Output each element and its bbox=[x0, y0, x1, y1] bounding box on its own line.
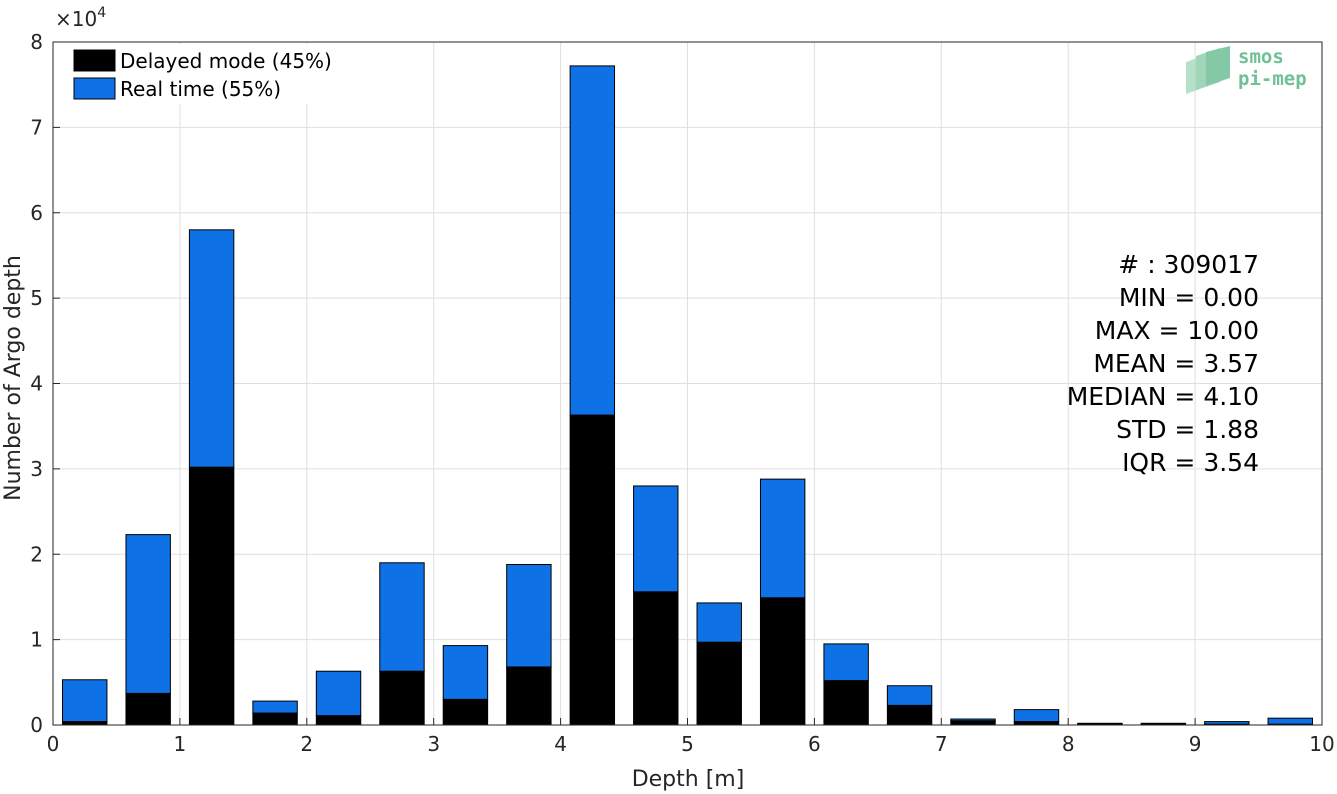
bar-delayed-mode bbox=[379, 670, 425, 726]
bar-real-time bbox=[315, 670, 362, 717]
bar-real-time bbox=[62, 679, 108, 723]
x-tick-label: 4 bbox=[554, 732, 567, 756]
legend-label-realtime: Real time (55%) bbox=[120, 77, 281, 101]
bar-real-time bbox=[188, 229, 235, 468]
bar-real-time bbox=[1013, 709, 1060, 723]
bar-real-time bbox=[1267, 717, 1313, 725]
statistics-annotation: # : 309017 MIN = 0.00 MAX = 10.00 MEAN = 3.… bbox=[1067, 250, 1259, 477]
bar-real-time bbox=[569, 65, 616, 416]
bar-real-time bbox=[1140, 722, 1187, 725]
y-multiplier-base: ×10 bbox=[55, 7, 97, 31]
logo-text-line1: smos bbox=[1238, 46, 1284, 68]
bar-delayed-mode bbox=[252, 712, 298, 726]
stat-line: STD = 1.88 bbox=[1116, 415, 1259, 444]
y-multiplier-exponent: 4 bbox=[97, 5, 106, 21]
x-axis-ticks: 0 1 2 3 4 5 6 7 8 9 10 bbox=[47, 718, 1335, 756]
bar-delayed-mode bbox=[759, 597, 806, 726]
y-tick-label: 5 bbox=[30, 286, 43, 310]
stat-line: # : 309017 bbox=[1118, 250, 1259, 279]
bar-real-time bbox=[696, 602, 742, 643]
bar-real-time bbox=[125, 534, 171, 694]
x-tick-label: 8 bbox=[1062, 732, 1075, 756]
bar-real-time bbox=[759, 478, 806, 599]
bar-delayed-mode bbox=[315, 715, 362, 726]
bar-delayed-mode bbox=[823, 680, 869, 726]
y-tick-label: 2 bbox=[30, 542, 43, 566]
stat-line: MIN = 0.00 bbox=[1119, 283, 1259, 312]
bar-real-time bbox=[442, 645, 489, 700]
stat-line: MEDIAN = 4.10 bbox=[1067, 382, 1259, 411]
y-tick-label: 1 bbox=[30, 628, 43, 652]
bar-delayed-mode bbox=[62, 721, 108, 726]
y-tick-label: 7 bbox=[30, 115, 43, 139]
legend-label-delayed: Delayed mode (45%) bbox=[120, 49, 332, 73]
x-tick-label: 9 bbox=[1189, 732, 1202, 756]
y-tick-label: 3 bbox=[30, 457, 43, 481]
bar-delayed-mode bbox=[506, 666, 552, 726]
x-tick-label: 6 bbox=[808, 732, 821, 756]
bar-real-time bbox=[823, 643, 869, 682]
bar-real-time bbox=[506, 563, 552, 668]
y-multiplier-label: ×104 bbox=[55, 5, 106, 31]
y-axis-label: Number of Argo depth bbox=[1, 255, 26, 501]
x-axis-label: Depth [m] bbox=[632, 767, 745, 792]
smos-pi-mep-logo: smos pi-mep bbox=[1186, 46, 1307, 94]
bar-delayed-mode bbox=[569, 414, 616, 726]
bar-real-time bbox=[950, 718, 996, 722]
x-tick-label: 1 bbox=[174, 732, 187, 756]
y-tick-label: 8 bbox=[30, 30, 43, 54]
bar-delayed-mode bbox=[950, 720, 996, 726]
bar-real-time bbox=[379, 562, 425, 672]
x-tick-label: 2 bbox=[300, 732, 313, 756]
stat-line: MAX = 10.00 bbox=[1095, 316, 1259, 345]
y-tick-label: 0 bbox=[30, 713, 43, 737]
bar-real-time bbox=[1077, 722, 1123, 725]
bar-delayed-mode bbox=[633, 591, 679, 726]
legend-swatch-delayed bbox=[73, 49, 116, 72]
legend-swatch-realtime bbox=[73, 77, 116, 100]
bar-delayed-mode bbox=[125, 692, 171, 726]
bar-delayed-mode bbox=[886, 704, 933, 726]
bar-real-time bbox=[252, 700, 298, 714]
x-tick-label: 0 bbox=[47, 732, 60, 756]
stat-line: MEAN = 3.57 bbox=[1093, 349, 1259, 378]
y-tick-label: 4 bbox=[30, 372, 43, 396]
x-tick-label: 5 bbox=[681, 732, 694, 756]
logo-icon bbox=[1186, 46, 1230, 94]
logo-text-line2: pi-mep bbox=[1238, 68, 1307, 90]
bar-delayed-mode bbox=[188, 466, 235, 726]
bar-real-time bbox=[886, 685, 933, 706]
x-tick-label: 7 bbox=[935, 732, 948, 756]
bar-delayed-mode bbox=[696, 641, 742, 726]
bar-real-time bbox=[1204, 721, 1250, 725]
stat-line: IQR = 3.54 bbox=[1122, 448, 1259, 477]
bar-delayed-mode bbox=[1013, 721, 1060, 726]
bar-real-time bbox=[633, 485, 679, 593]
y-axis-ticks: 0 1 2 3 4 5 6 7 8 bbox=[30, 30, 60, 737]
bar-delayed-mode bbox=[442, 698, 489, 726]
x-tick-label: 10 bbox=[1309, 732, 1334, 756]
x-tick-label: 3 bbox=[427, 732, 440, 756]
y-tick-label: 6 bbox=[30, 201, 43, 225]
legend: Delayed mode (45%) Real time (55%) bbox=[66, 44, 361, 104]
